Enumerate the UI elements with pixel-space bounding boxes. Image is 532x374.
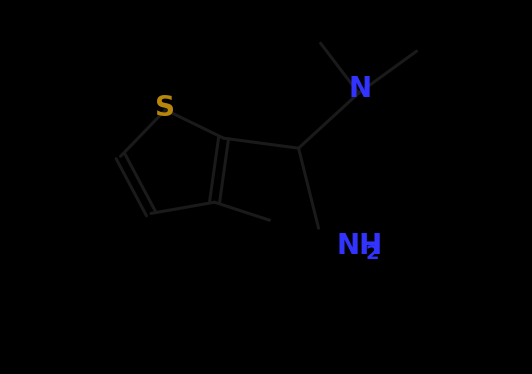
Text: N: N [349,75,372,103]
Text: 2: 2 [365,244,379,263]
Text: S: S [155,94,176,122]
Text: NH: NH [337,232,383,260]
